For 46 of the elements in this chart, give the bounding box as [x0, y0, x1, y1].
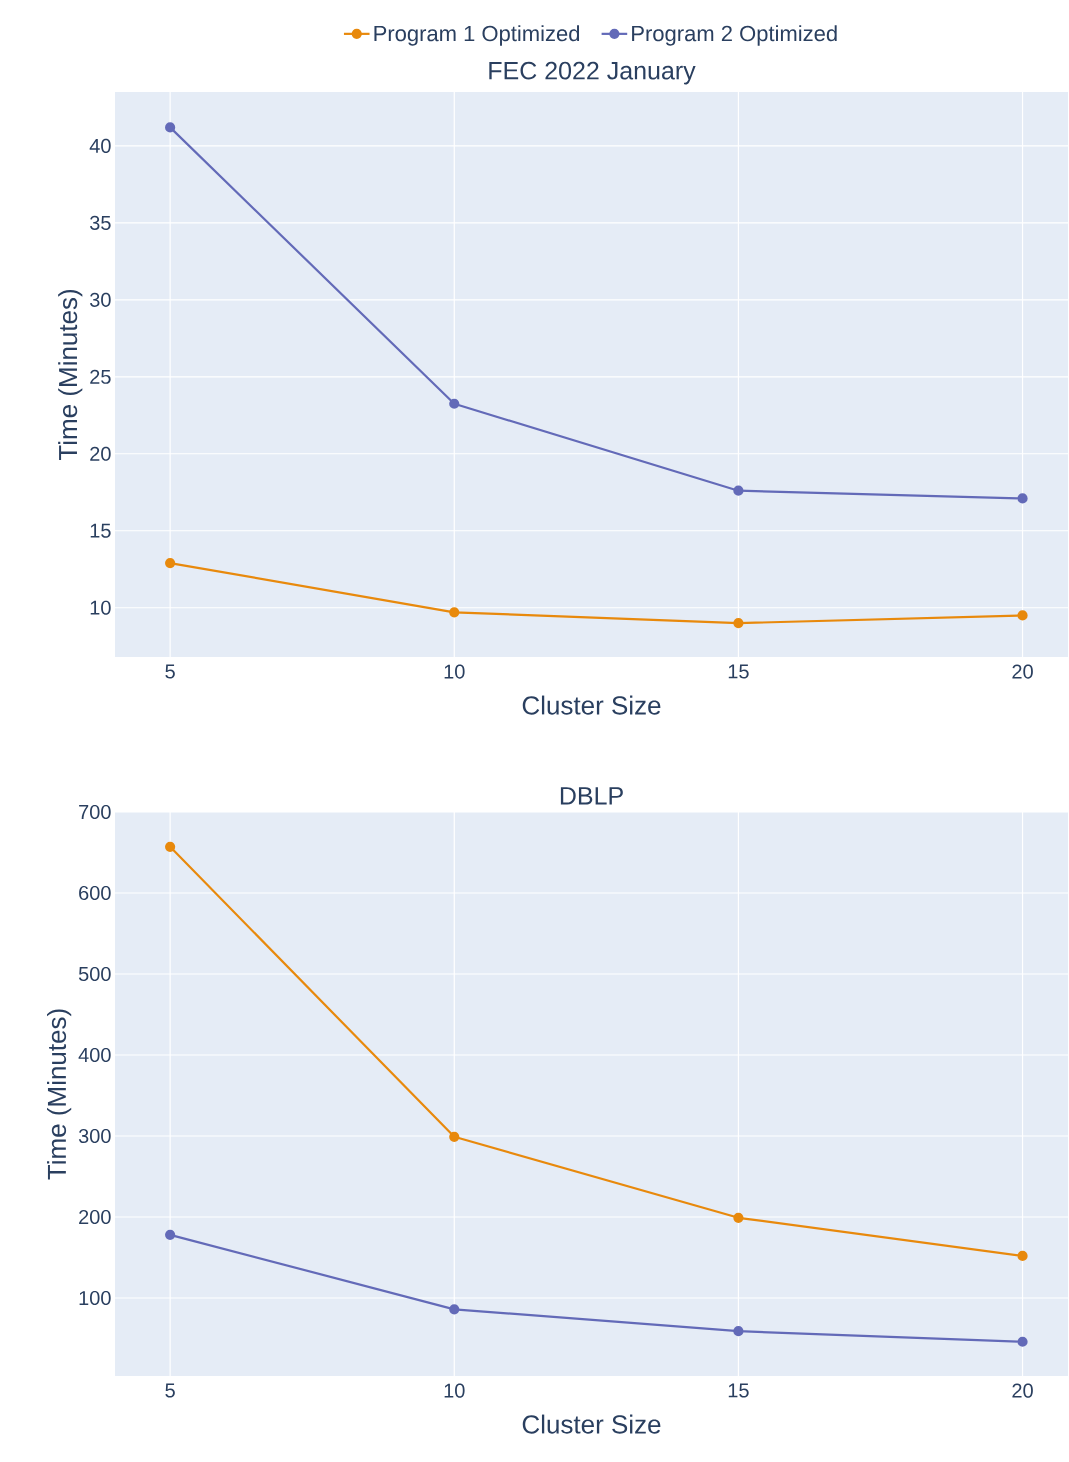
x-tick-label: 20 — [1012, 664, 1033, 679]
y-tick-label: 35 — [89, 215, 111, 230]
chart-title: FEC 2022 January — [489, 61, 696, 85]
x-tick-label: 15 — [728, 1383, 749, 1398]
point — [1017, 1250, 1028, 1261]
point — [449, 1304, 460, 1315]
y-tick-label: 200 — [79, 1209, 111, 1225]
point — [1017, 610, 1028, 621]
point — [733, 1212, 744, 1223]
point — [165, 841, 176, 852]
point — [449, 607, 460, 618]
point — [165, 122, 176, 133]
x-tick-label: 10 — [444, 664, 465, 679]
point — [1017, 1336, 1028, 1347]
x-tick-label: 5 — [165, 1383, 175, 1398]
y-tick-label: 30 — [89, 292, 111, 307]
point — [449, 1131, 460, 1142]
legend-label: Program 2 Optimized — [632, 25, 837, 46]
y-tick-label: 100 — [79, 1290, 111, 1306]
x-tick-label: 15 — [728, 664, 749, 679]
point — [165, 1229, 176, 1240]
y-tick-label: 700 — [79, 804, 111, 820]
x-tick-label: 5 — [165, 664, 175, 679]
point — [449, 398, 460, 409]
y-tick-label: 300 — [78, 1128, 111, 1144]
y-tick-label: 600 — [79, 885, 111, 901]
point — [165, 557, 176, 569]
y-tick-label: 500 — [78, 966, 111, 982]
y-tick-label: 40 — [89, 138, 111, 153]
y-tick-label: 10 — [90, 600, 111, 615]
point — [1017, 493, 1028, 504]
x-axis-title: Cluster Size — [522, 695, 661, 715]
y-axis-title: Time (Minutes) — [47, 1009, 72, 1180]
point — [733, 1326, 744, 1337]
point — [733, 485, 744, 496]
y-tick-label: 25 — [90, 369, 111, 384]
x-tick-label: 10 — [444, 1383, 465, 1398]
x-tick-label: 20 — [1012, 1383, 1033, 1398]
legend-label: Program 1 Optimized — [374, 25, 580, 46]
chart-title: DBLP — [560, 787, 623, 805]
point — [733, 618, 744, 629]
y-axis-title: Time (Minutes) — [58, 289, 83, 461]
y-tick-label: 15 — [90, 523, 111, 538]
y-tick-label: 400 — [78, 1047, 111, 1063]
y-tick-label: 20 — [90, 446, 111, 461]
x-axis-title: Cluster Size — [522, 1414, 661, 1434]
